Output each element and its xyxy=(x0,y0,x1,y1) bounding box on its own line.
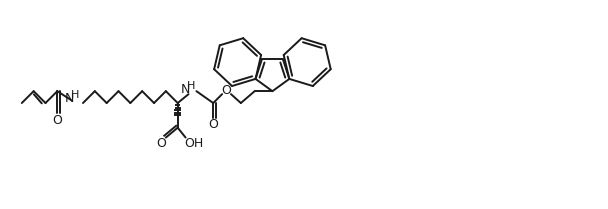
Text: O: O xyxy=(52,114,62,127)
Text: H: H xyxy=(187,81,196,91)
Text: O: O xyxy=(209,118,218,131)
Text: N: N xyxy=(181,83,190,96)
Text: H: H xyxy=(71,90,79,100)
Text: OH: OH xyxy=(184,137,203,150)
Text: O: O xyxy=(221,84,231,97)
Text: O: O xyxy=(156,137,166,150)
Text: N: N xyxy=(64,92,74,104)
